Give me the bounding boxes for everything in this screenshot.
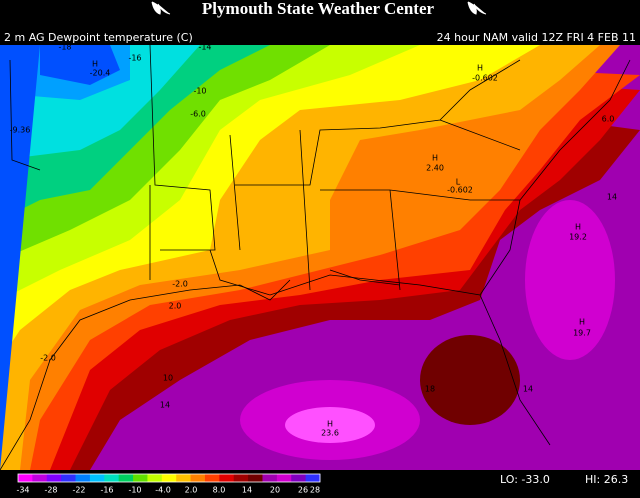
title: Plymouth State Weather Center [202,0,435,18]
contour-labels: -18-16-14H-20.4-10-6.0-9.36H-0.6026.0H2.… [10,43,617,438]
contour-label: -2.0 [172,280,188,289]
contour-label: -0.602 [472,74,498,83]
contour-label: -18 [58,43,71,52]
contour-label: 14 [160,401,170,410]
field-blob [285,407,375,443]
field-band [0,45,120,470]
contour-label: 14 [523,385,533,394]
colorbar-swatch [104,474,120,482]
coastline [0,269,401,471]
colorbar-label: 20 [270,486,280,495]
colorbar-label: -28 [44,486,57,495]
contour-label: 23.6 [321,429,339,438]
contour-label: -10 [193,87,206,96]
contour-label: H [575,223,581,232]
colorbar-swatch [89,474,105,482]
contour-label: L [456,178,461,187]
contour-label: -14 [198,43,211,52]
contour-label: -9.36 [10,126,31,135]
colorbar-swatch [61,474,77,482]
contour-label: 10 [163,374,173,383]
subtitle-left: 2 m AG Dewpoint temperature (C) [4,31,193,44]
colorbar-swatch [18,474,33,482]
contour-label: 2.0 [169,302,182,311]
colorbar-swatch [32,474,48,482]
contour-label: 19.7 [573,329,591,338]
colorbar-swatch [276,474,292,482]
contour-label: H [92,60,98,69]
field-blob [525,200,615,360]
contour-label: 6.0 [602,115,615,124]
colorbar-swatch [46,474,62,482]
colorbar-swatch [161,474,177,482]
field-band [0,45,200,470]
colorbar-swatch [118,474,134,482]
colorbar-label: 2.0 [185,486,198,495]
boundaries [0,44,631,471]
field-blob [420,335,520,425]
logo-icon [467,1,487,15]
subtitle-right: 24 hour NAM valid 12Z FRI 4 FEB 11 [437,31,636,44]
contour-label: 14 [607,193,617,202]
colorbar-swatch [133,474,148,482]
contour-label: -20.4 [90,69,111,78]
colorbar-label: 28 [310,486,320,495]
contour-label: H [432,154,438,163]
contour-label: H [327,420,333,429]
colorbar-swatch [262,474,278,482]
colorbar-swatch [291,474,307,482]
colorbar-swatch [176,474,192,482]
colorbar-swatch [75,474,91,482]
contour-label: -16 [128,54,141,63]
contour-label: 19.2 [569,233,587,242]
colorbar-label: 8.0 [213,486,226,495]
colorbar-label: 14 [242,486,252,495]
contour-label: H [579,318,585,327]
colorbar-label: -34 [16,486,29,495]
colorbar-swatch [190,474,206,482]
colorbar-swatch [305,474,321,482]
colorbar-swatch [248,474,263,482]
colorbar-swatch [233,474,249,482]
contour-label: 18 [425,385,435,394]
colorbar-label: -10 [128,486,141,495]
logo-icon [151,1,171,15]
dewpoint-field [0,45,640,470]
stat-hi: HI: 26.3 [585,473,628,486]
colorbar-swatch [219,474,235,482]
contour-label: H [477,64,483,73]
colorbar-label: -22 [72,486,85,495]
colorbar-label: -16 [100,486,113,495]
colorbar-swatch [204,474,220,482]
contour-label: -2.0 [40,354,56,363]
colorbar-label: -4.0 [155,486,171,495]
colorbar-swatch [147,474,163,482]
colorbar: -34 -28 -22 -16 -10 -4.0 2.0 8.0 14 20 26 28 [16,473,321,495]
contour-label: -0.602 [447,186,473,195]
stat-lo: LO: -33.0 [500,473,550,486]
state-lines [9,44,631,446]
contour-label: -6.0 [190,110,206,119]
colorbar-label: 26 [298,486,308,495]
contour-label: 2.40 [426,164,444,173]
colorbar-frame [17,473,321,483]
